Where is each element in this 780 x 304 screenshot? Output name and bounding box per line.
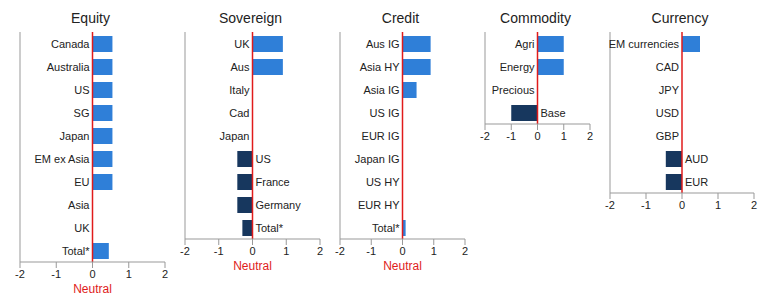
svg-text:GBP: GBP bbox=[656, 130, 679, 142]
svg-text:Asia: Asia bbox=[68, 199, 90, 211]
svg-text:Japan: Japan bbox=[60, 130, 90, 142]
svg-text:-2: -2 bbox=[180, 245, 190, 257]
html-text:Neutral: Neutral bbox=[233, 259, 272, 273]
svg-text:-1: -1 bbox=[51, 268, 61, 280]
svg-text:Precious: Precious bbox=[492, 84, 535, 96]
svg-text:UK: UK bbox=[74, 222, 90, 234]
svg-text:2: 2 bbox=[462, 245, 468, 257]
svg-text:Asia IG: Asia IG bbox=[363, 84, 399, 96]
svg-text:US IG: US IG bbox=[370, 107, 400, 119]
svg-text:-1: -1 bbox=[506, 130, 516, 142]
svg-text:1: 1 bbox=[561, 130, 567, 142]
svg-text:EM currencies: EM currencies bbox=[609, 38, 680, 50]
svg-text:1: 1 bbox=[431, 245, 437, 257]
svg-text:1: 1 bbox=[126, 268, 132, 280]
svg-text:Energy: Energy bbox=[500, 61, 535, 73]
svg-text:SG: SG bbox=[74, 107, 90, 119]
svg-text:2: 2 bbox=[751, 199, 757, 211]
svg-text:UK: UK bbox=[234, 38, 250, 50]
svg-text:JPY: JPY bbox=[659, 84, 680, 96]
svg-text:2: 2 bbox=[162, 268, 168, 280]
svg-text:Agri: Agri bbox=[515, 38, 535, 50]
svg-text:-2: -2 bbox=[335, 245, 345, 257]
svg-text:Base: Base bbox=[541, 107, 566, 119]
svg-text:Aus IG: Aus IG bbox=[366, 38, 400, 50]
svg-text:Japan IG: Japan IG bbox=[355, 153, 400, 165]
html-text:Neutral: Neutral bbox=[383, 259, 422, 273]
svg-text:1: 1 bbox=[715, 199, 721, 211]
html-text:Credit: Credit bbox=[381, 10, 420, 26]
svg-text:EUR IG: EUR IG bbox=[362, 130, 400, 142]
svg-text:Aus: Aus bbox=[231, 61, 250, 73]
svg-text:US: US bbox=[256, 153, 271, 165]
svg-text:EU: EU bbox=[74, 176, 89, 188]
svg-text:CAD: CAD bbox=[656, 61, 679, 73]
svg-text:Germany: Germany bbox=[256, 199, 302, 211]
svg-text:Canada: Canada bbox=[51, 38, 90, 50]
svg-text:-2: -2 bbox=[605, 199, 615, 211]
html-text:Neutral: Neutral bbox=[73, 282, 112, 296]
html-text:Currency: Currency bbox=[651, 10, 709, 26]
svg-text:Italy: Italy bbox=[229, 84, 250, 96]
svg-text:2: 2 bbox=[317, 245, 323, 257]
svg-text:Cad: Cad bbox=[229, 107, 249, 119]
svg-text:Total*: Total* bbox=[62, 245, 90, 257]
svg-text:2: 2 bbox=[587, 130, 593, 142]
svg-text:0: 0 bbox=[534, 130, 540, 142]
svg-text:Total*: Total* bbox=[256, 222, 284, 234]
svg-text:0: 0 bbox=[249, 245, 255, 257]
svg-text:AUD: AUD bbox=[685, 153, 708, 165]
svg-text:Japan: Japan bbox=[220, 130, 250, 142]
svg-text:1: 1 bbox=[283, 245, 289, 257]
svg-text:-1: -1 bbox=[366, 245, 376, 257]
svg-text:USD: USD bbox=[656, 107, 679, 119]
svg-text:-1: -1 bbox=[641, 199, 651, 211]
svg-text:0: 0 bbox=[679, 199, 685, 211]
svg-text:EUR HY: EUR HY bbox=[358, 199, 400, 211]
svg-text:Asia HY: Asia HY bbox=[360, 61, 400, 73]
svg-text:-2: -2 bbox=[480, 130, 490, 142]
svg-text:EM ex Asia: EM ex Asia bbox=[34, 153, 90, 165]
svg-text:EUR: EUR bbox=[685, 176, 708, 188]
svg-text:Australia: Australia bbox=[47, 61, 91, 73]
svg-text:0: 0 bbox=[89, 268, 95, 280]
svg-text:-2: -2 bbox=[15, 268, 25, 280]
html-text:Equity: Equity bbox=[71, 10, 110, 26]
html-text:Sovereign: Sovereign bbox=[219, 10, 282, 26]
svg-text:-1: -1 bbox=[214, 245, 224, 257]
html-text:Commodity: Commodity bbox=[500, 10, 571, 26]
svg-text:0: 0 bbox=[399, 245, 405, 257]
svg-text:US HY: US HY bbox=[366, 176, 400, 188]
svg-text:Total*: Total* bbox=[372, 222, 400, 234]
svg-text:France: France bbox=[256, 176, 290, 188]
svg-text:US: US bbox=[74, 84, 89, 96]
